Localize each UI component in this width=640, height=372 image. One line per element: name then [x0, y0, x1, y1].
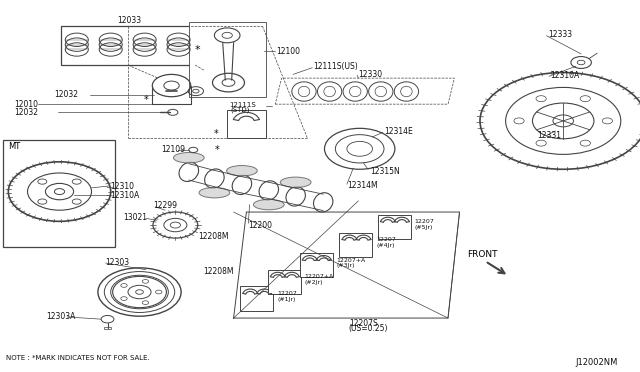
Text: *: *	[143, 96, 148, 105]
Ellipse shape	[227, 166, 257, 176]
Bar	[378, 215, 411, 239]
Ellipse shape	[259, 181, 278, 200]
Bar	[300, 253, 333, 277]
Ellipse shape	[179, 162, 198, 182]
Text: 12032: 12032	[54, 90, 79, 99]
Ellipse shape	[253, 199, 284, 210]
Text: 12299: 12299	[154, 201, 178, 210]
Text: 12109: 12109	[161, 145, 186, 154]
Ellipse shape	[349, 86, 361, 97]
Text: *: *	[195, 45, 200, 55]
Ellipse shape	[343, 82, 367, 101]
Ellipse shape	[324, 86, 335, 97]
Text: 12207+A
(#2Jr): 12207+A (#2Jr)	[305, 274, 334, 285]
Ellipse shape	[280, 177, 311, 187]
Text: MT: MT	[8, 142, 20, 151]
Bar	[3, 140, 115, 247]
Ellipse shape	[199, 187, 230, 198]
Text: 12310A: 12310A	[550, 71, 580, 80]
Text: 12207
(#4Jr): 12207 (#4Jr)	[376, 237, 396, 248]
Ellipse shape	[205, 169, 224, 188]
Bar	[96, 80, 202, 121]
Text: 12310: 12310	[110, 182, 134, 190]
Bar	[240, 286, 273, 311]
Text: 12010: 12010	[14, 100, 38, 109]
Ellipse shape	[232, 175, 252, 195]
Ellipse shape	[401, 86, 412, 97]
Text: 12310A: 12310A	[110, 191, 140, 200]
Ellipse shape	[314, 193, 333, 212]
Text: *: *	[213, 129, 218, 139]
Ellipse shape	[286, 187, 305, 206]
Ellipse shape	[173, 153, 204, 163]
Ellipse shape	[298, 86, 310, 97]
Ellipse shape	[375, 86, 387, 97]
Text: 12200: 12200	[248, 221, 273, 230]
Text: NOTE : *MARK INDICATES NOT FOR SALE.: NOTE : *MARK INDICATES NOT FOR SALE.	[6, 355, 150, 361]
Text: 12208M: 12208M	[198, 232, 229, 241]
Text: 13021: 13021	[123, 213, 147, 222]
Ellipse shape	[317, 82, 342, 101]
Text: 12207
(#5Jr): 12207 (#5Jr)	[415, 219, 435, 230]
Bar	[339, 232, 372, 257]
Text: 12111S: 12111S	[229, 102, 256, 108]
Text: 12333: 12333	[548, 30, 572, 39]
Bar	[268, 270, 301, 294]
Text: *: *	[215, 145, 220, 154]
Text: 12207
(#1Jr): 12207 (#1Jr)	[277, 291, 297, 302]
Text: 12315N: 12315N	[370, 167, 399, 176]
Text: 12330: 12330	[358, 70, 383, 79]
Text: 12314M: 12314M	[347, 181, 378, 190]
Text: 12032: 12032	[14, 108, 38, 117]
Text: 12111S(US): 12111S(US)	[314, 62, 358, 71]
Text: 12303A: 12303A	[46, 312, 76, 321]
Text: 12207S: 12207S	[349, 319, 378, 328]
Text: J12002NM: J12002NM	[575, 358, 618, 367]
Text: (US=0.25): (US=0.25)	[349, 324, 388, 333]
Bar	[61, 26, 198, 65]
Text: 12303: 12303	[106, 258, 130, 267]
Polygon shape	[223, 43, 234, 84]
Text: FRONT: FRONT	[467, 250, 498, 259]
Text: 12208M: 12208M	[204, 267, 234, 276]
Ellipse shape	[292, 82, 316, 101]
Text: 12207+A
(#3Jr): 12207+A (#3Jr)	[337, 257, 366, 269]
Bar	[189, 22, 266, 97]
Text: 12331: 12331	[538, 131, 562, 140]
Text: 12033: 12033	[118, 16, 141, 25]
Bar	[227, 110, 266, 138]
Ellipse shape	[369, 82, 393, 101]
Ellipse shape	[394, 82, 419, 101]
Text: (STD): (STD)	[230, 106, 250, 113]
Text: 12100: 12100	[276, 47, 301, 56]
Bar	[104, 327, 111, 329]
Text: 12314E: 12314E	[384, 127, 413, 136]
